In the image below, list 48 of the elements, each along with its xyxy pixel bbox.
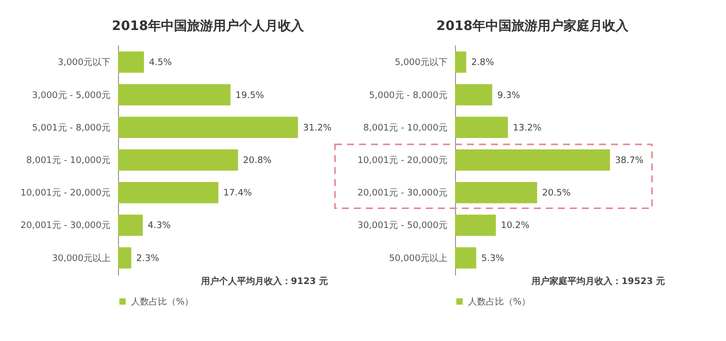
y-tick-label: 30,000元以上	[52, 252, 110, 264]
y-tick-label: 10,001元 - 20,000元	[358, 155, 448, 166]
legend-label: 人数占比（%）	[468, 296, 531, 308]
data-label: 20.5%	[542, 188, 572, 199]
bar	[118, 182, 218, 204]
chart-title: 2018年中国旅游用户家庭月收入	[436, 18, 630, 34]
bar	[455, 247, 476, 268]
data-label: 2.3%	[136, 254, 160, 264]
y-tick-label: 20,001元 - 30,000元	[20, 220, 110, 232]
bar	[455, 182, 538, 204]
y-tick-label: 5,000元以下	[394, 57, 448, 68]
y-tick-label: 10,001元 - 20,000元	[20, 188, 110, 199]
y-tick-label: 30,001元 - 50,000元	[358, 220, 448, 232]
data-label: 9.3%	[497, 90, 521, 101]
data-label: 4.5%	[148, 58, 172, 68]
text: 用户家庭平均月收入：19523 元	[530, 276, 665, 287]
bar	[455, 214, 496, 236]
data-label: 5.3%	[481, 254, 505, 264]
y-tick-label: 50,000元以上	[389, 252, 448, 264]
y-tick-label: 20,001元 - 30,000元	[358, 188, 448, 199]
y-tick-label: 8,001元 - 10,000元	[363, 122, 448, 134]
bar	[118, 214, 143, 236]
bar	[455, 52, 466, 73]
chart-title: 2018年中国旅游用户个人月收入	[112, 18, 306, 34]
data-label: 19.5%	[236, 90, 265, 101]
bar	[118, 84, 230, 106]
data-label: 20.8%	[243, 156, 272, 166]
y-tick-label: 3,000元以下	[58, 57, 110, 68]
bar	[118, 52, 144, 73]
data-label: 10.2%	[500, 221, 530, 232]
data-label: 2.8%	[471, 58, 495, 68]
bar	[455, 149, 610, 171]
bar	[118, 116, 298, 138]
data-label: 4.3%	[148, 221, 172, 232]
legend-label: 人数占比（%）	[131, 296, 194, 308]
data-label: 17.4%	[223, 188, 252, 199]
bar	[118, 149, 238, 171]
y-tick-label: 8,001元 - 10,000元	[26, 155, 110, 166]
y-tick-label: 5,000元 - 8,000元	[369, 90, 448, 101]
data-label: 31.2%	[303, 123, 332, 134]
data-label: 38.7%	[615, 156, 644, 166]
data-label: 13.2%	[512, 123, 542, 134]
bar	[118, 247, 132, 268]
y-tick-label: 5,001元 - 8,000元	[32, 122, 110, 134]
text: 用户个人平均月收入：9123 元	[200, 276, 328, 287]
y-tick-label: 3,000元 - 5,000元	[32, 90, 110, 101]
bar	[455, 84, 492, 106]
bar	[455, 116, 508, 138]
